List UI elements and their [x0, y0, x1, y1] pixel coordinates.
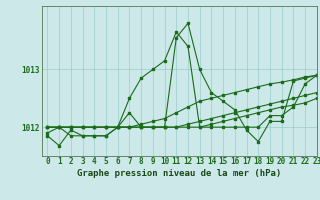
X-axis label: Graphe pression niveau de la mer (hPa): Graphe pression niveau de la mer (hPa): [77, 169, 281, 178]
